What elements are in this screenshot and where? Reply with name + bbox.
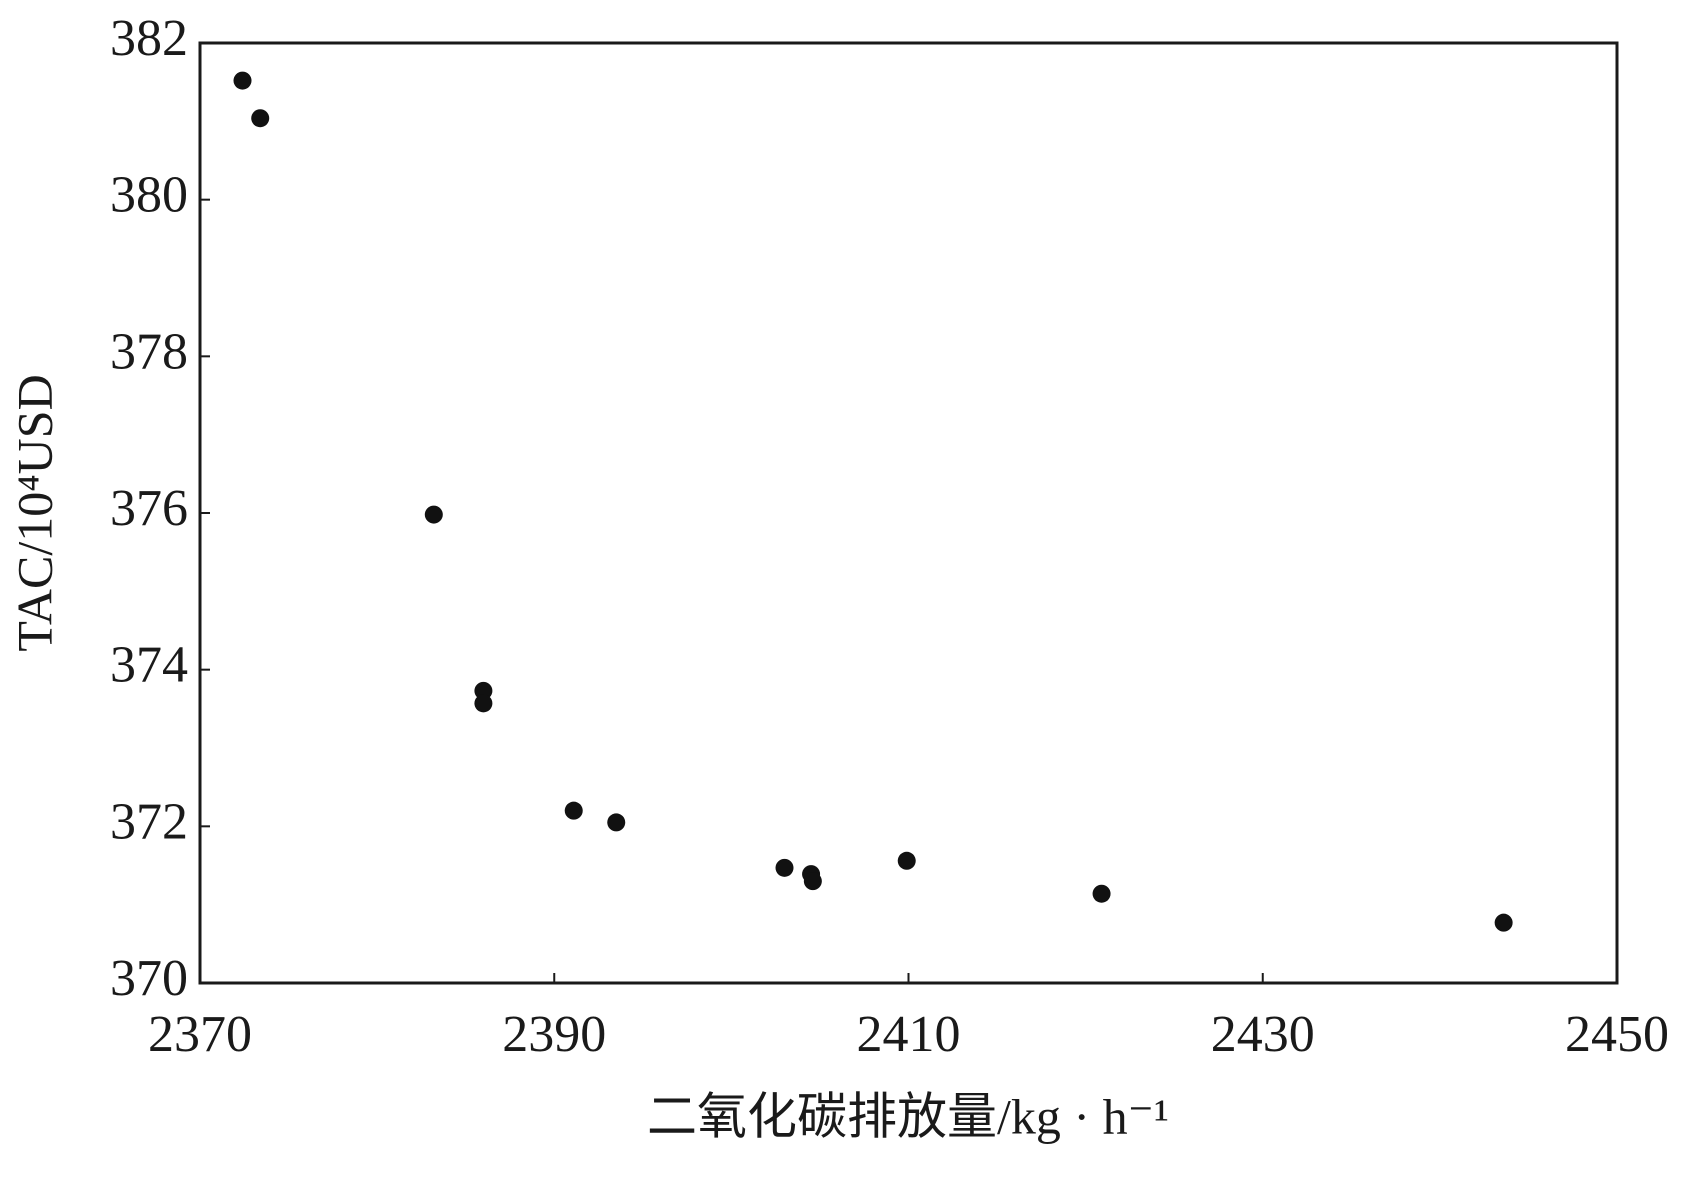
point [474, 681, 493, 700]
y-axis-title: TAC/10⁴USD [6, 374, 62, 651]
point [564, 801, 583, 820]
y-tick-label: 374 [110, 637, 188, 694]
point [251, 109, 270, 128]
x-tick-label: 2370 [148, 1006, 252, 1063]
x-tick-label: 2450 [1565, 1006, 1669, 1063]
y-tick-label: 372 [110, 793, 188, 850]
y-tick-label: 380 [110, 167, 188, 224]
point [775, 858, 794, 877]
x-tick-label: 2430 [1211, 1006, 1315, 1063]
point [474, 694, 493, 713]
y-tick-label: 376 [110, 480, 188, 537]
plot-frame [198, 41, 1619, 985]
point [897, 851, 916, 870]
point [1494, 913, 1513, 932]
point [607, 813, 626, 832]
x-tick-label: 2410 [857, 1006, 961, 1063]
y-tick-label: 382 [110, 10, 188, 67]
y-tick-label: 370 [110, 950, 188, 1007]
x-axis-title: 二氧化碳排放量/kg · h⁻¹ [647, 1088, 1169, 1144]
point [424, 505, 443, 524]
point [803, 872, 822, 891]
point [233, 71, 252, 90]
x-tick-label: 2390 [502, 1006, 606, 1063]
point [1092, 884, 1111, 903]
y-tick-label: 378 [110, 323, 188, 380]
